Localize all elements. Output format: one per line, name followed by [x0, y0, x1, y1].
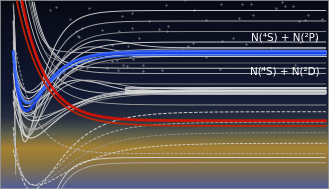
Point [111, 53, 116, 57]
Point [319, 18, 325, 21]
Point [51, 51, 56, 54]
Point [303, 19, 308, 22]
Point [47, 8, 52, 11]
Point [146, 20, 151, 23]
Point [243, 42, 248, 45]
Point [230, 36, 236, 40]
Point [137, 36, 142, 39]
Point [190, 49, 195, 52]
Point [290, 4, 295, 7]
Point [125, 44, 131, 47]
Point [191, 8, 197, 11]
Point [249, 50, 255, 53]
Point [293, 63, 298, 66]
Point [114, 59, 119, 62]
Point [259, 68, 264, 71]
Text: N(⁴S) + N(²D): N(⁴S) + N(²D) [249, 67, 319, 77]
Point [190, 41, 195, 44]
Point [110, 60, 115, 63]
Point [237, 17, 242, 20]
Point [62, 69, 67, 72]
Point [78, 66, 83, 69]
Point [274, 6, 279, 9]
Point [163, 4, 168, 7]
Point [165, 24, 170, 27]
Point [150, 50, 155, 53]
Point [55, 51, 60, 54]
Point [53, 5, 58, 8]
Point [75, 35, 80, 38]
Point [313, 38, 318, 41]
Point [165, 30, 170, 33]
Point [115, 69, 120, 72]
Point [248, 3, 253, 6]
Point [76, 36, 82, 39]
Point [219, 40, 224, 43]
Point [160, 68, 165, 71]
Point [162, 52, 167, 55]
Point [180, 48, 186, 51]
Point [67, 17, 72, 20]
Point [305, 13, 310, 16]
Point [270, 40, 275, 43]
Point [156, 27, 162, 30]
Point [85, 66, 90, 69]
Point [120, 15, 125, 18]
Point [218, 2, 224, 5]
Point [131, 58, 136, 61]
Point [129, 11, 134, 14]
Point [73, 30, 79, 33]
Point [127, 55, 133, 58]
Point [116, 29, 122, 32]
Point [183, 0, 188, 2]
Point [186, 45, 191, 48]
Point [239, 3, 244, 6]
Point [105, 67, 110, 70]
Point [279, 1, 285, 4]
Point [203, 56, 209, 59]
Point [191, 52, 196, 55]
Point [129, 26, 135, 29]
Point [268, 47, 273, 50]
Point [69, 48, 74, 51]
Point [250, 14, 255, 17]
Point [56, 55, 61, 58]
Point [156, 49, 162, 52]
Point [204, 19, 209, 22]
Point [282, 5, 288, 8]
Point [141, 63, 146, 66]
Point [51, 48, 56, 51]
Point [159, 53, 164, 56]
Point [87, 6, 92, 9]
Point [140, 69, 145, 72]
Point [296, 20, 302, 23]
Point [217, 68, 223, 71]
Point [99, 29, 105, 32]
Point [238, 53, 243, 56]
Point [124, 65, 130, 68]
Text: N(⁴S) + N(²P): N(⁴S) + N(²P) [251, 33, 319, 43]
Point [109, 43, 114, 46]
Point [260, 66, 265, 69]
Point [121, 63, 126, 66]
Point [297, 40, 302, 43]
Point [80, 27, 85, 30]
